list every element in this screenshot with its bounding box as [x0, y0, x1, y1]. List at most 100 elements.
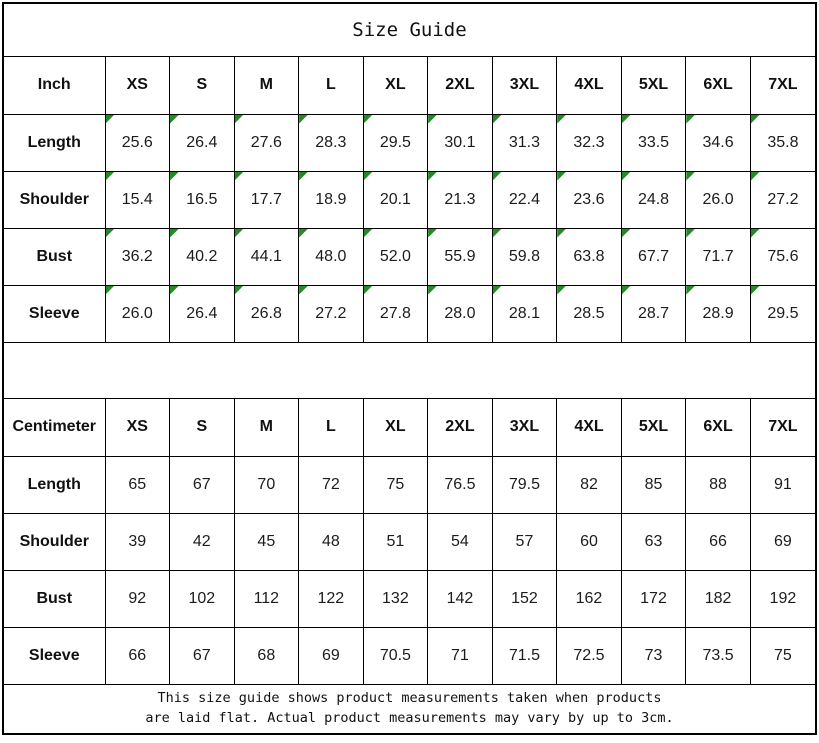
measurement-cell: 182 [685, 569, 751, 628]
measurement-value: 55.9 [444, 247, 476, 265]
corner-marker-icon [428, 286, 438, 295]
measurement-value: 122 [317, 589, 345, 607]
measurement-value: 45 [257, 532, 276, 550]
measurement-value: 59.8 [508, 247, 541, 265]
measurement-value: 52.0 [379, 247, 411, 265]
corner-marker-icon [751, 286, 760, 295]
measurement-cell: 52.0 [362, 227, 429, 286]
measurement-cell: 71.5 [491, 626, 558, 685]
measurement-value: 16.5 [186, 190, 218, 208]
measurement-cell: 66 [104, 626, 171, 685]
measurement-value: 75 [774, 646, 792, 664]
measurement-value: 26.8 [250, 304, 282, 322]
measurement-value: 79.5 [508, 475, 541, 493]
measurement-cell: 35.8 [749, 113, 816, 172]
size-header: S [169, 56, 235, 115]
measurement-value: 67 [192, 646, 211, 664]
measurement-value: 39 [128, 532, 147, 550]
measurement-cell: 54 [427, 512, 493, 571]
measurement-value: 28.9 [702, 304, 734, 322]
measurement-row: Bust 36.2 40.2 44.1 48.0 52.0 55.9 59.8 63.8 67.7… [3, 227, 816, 286]
corner-marker-icon [105, 115, 115, 124]
corner-marker-icon [170, 286, 180, 295]
measurement-cell: 48.0 [298, 227, 364, 286]
corner-marker-icon [299, 115, 309, 124]
table-gap [4, 342, 815, 399]
measurement-cell: 26.8 [233, 284, 300, 343]
measurement-cell: 26.4 [169, 284, 235, 343]
measurement-cell: 26.4 [169, 113, 235, 172]
corner-marker-icon [428, 115, 438, 124]
measurement-cell: 26.0 [685, 170, 751, 229]
measurement-value: 27.2 [767, 190, 799, 208]
corner-marker-icon [622, 172, 631, 181]
corner-marker-icon [557, 286, 567, 295]
measurement-value: 82 [580, 475, 598, 493]
corner-marker-icon [235, 286, 244, 295]
corner-marker-icon [751, 172, 760, 181]
measurement-cell: 70 [233, 455, 300, 514]
corner-marker-icon [364, 172, 373, 181]
corner-marker-icon [299, 229, 309, 238]
measurement-cell: 162 [556, 569, 622, 628]
measurement-cell: 73.5 [685, 626, 751, 685]
measurement-cell: 82 [556, 455, 622, 514]
row-label: Length [3, 455, 106, 514]
measurement-cell: 102 [169, 569, 235, 628]
size-header: XL [362, 398, 429, 457]
corner-marker-icon [557, 115, 567, 124]
measurement-cell: 57 [491, 512, 558, 571]
size-header: 3XL [491, 398, 558, 457]
measurement-cell: 63 [620, 512, 687, 571]
measurement-cell: 42 [169, 512, 235, 571]
measurement-value: 32.3 [573, 133, 605, 151]
corner-marker-icon [622, 286, 631, 295]
measurement-value: 22.4 [508, 190, 541, 208]
measurement-cell: 192 [749, 569, 816, 628]
measurement-value: 73 [644, 646, 663, 664]
measurement-value: 29.5 [767, 304, 799, 322]
measurement-value: 27.8 [379, 304, 411, 322]
corner-marker-icon [622, 229, 631, 238]
measurement-value: 44.1 [250, 247, 282, 265]
measurement-cell: 30.1 [427, 113, 493, 172]
row-label: Sleeve [3, 626, 106, 685]
measurement-row: Length 25.6 26.4 27.6 28.3 29.5 30.1 31.3 32.3 33… [3, 113, 816, 172]
measurement-cell: 88 [685, 455, 751, 514]
corner-marker-icon [170, 115, 180, 124]
measurement-value: 35.8 [767, 133, 799, 151]
corner-marker-icon [557, 229, 567, 238]
measurement-cell: 55.9 [427, 227, 493, 286]
measurement-cell: 69 [749, 512, 816, 571]
measurement-cell: 15.4 [104, 170, 171, 229]
measurement-value: 28.0 [444, 304, 476, 322]
size-header: XS [104, 56, 171, 115]
measurement-cell: 27.2 [298, 284, 364, 343]
measurement-cell: 44.1 [233, 227, 300, 286]
row-label: Sleeve [3, 284, 106, 343]
measurement-row: Sleeve 66 67 68 69 70.5 71 71.5 72.5 73 73.5 75 [3, 626, 816, 685]
measurement-value: 26.4 [186, 304, 218, 322]
measurement-cell: 27.8 [362, 284, 429, 343]
measurement-value: 27.2 [315, 304, 347, 322]
measurement-value: 76.5 [444, 475, 476, 493]
measurement-value: 26.0 [121, 304, 153, 322]
corner-marker-icon [235, 115, 244, 124]
measurement-value: 36.2 [121, 247, 153, 265]
measurement-cell: 17.7 [233, 170, 300, 229]
measurement-cell: 39 [104, 512, 171, 571]
measurement-value: 40.2 [186, 247, 218, 265]
measurement-cell: 66 [685, 512, 751, 571]
measurement-cell: 27.2 [749, 170, 816, 229]
measurement-value: 63.8 [573, 247, 605, 265]
measurement-cell: 67 [169, 455, 235, 514]
measurement-cell: 40.2 [169, 227, 235, 286]
measurement-value: 28.5 [573, 304, 605, 322]
measurement-value: 28.3 [315, 133, 347, 151]
measurement-value: 23.6 [573, 190, 605, 208]
measurement-value: 182 [704, 589, 732, 607]
measurement-cell: 20.1 [362, 170, 429, 229]
corner-marker-icon [686, 229, 696, 238]
measurement-value: 71.5 [508, 646, 541, 664]
measurement-value: 70.5 [379, 646, 411, 664]
